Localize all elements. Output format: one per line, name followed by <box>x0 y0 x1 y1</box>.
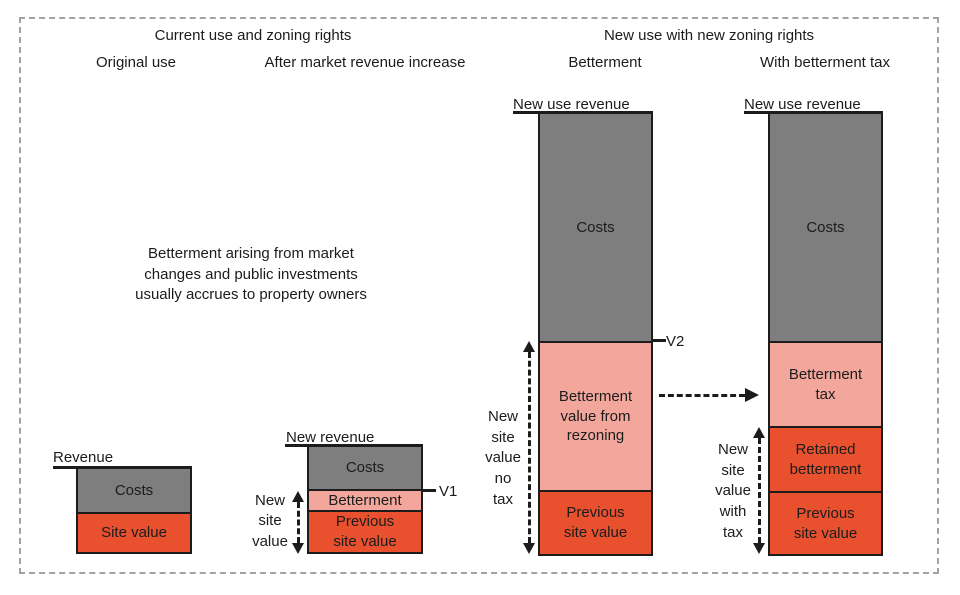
header-original-use: Original use <box>95 54 177 71</box>
arrow-up-icon <box>523 341 535 352</box>
new-site-value-arrow-icon <box>292 491 304 554</box>
revenue-line-market-increase <box>285 444 423 447</box>
arrow-shaft <box>757 438 761 543</box>
revenue-label-market-increase: New revenue <box>286 429 375 446</box>
new-site-value-no-tax-arrow-icon <box>523 341 535 554</box>
arrow-shaft <box>659 393 745 397</box>
header-betterment: Betterment <box>568 54 642 71</box>
revenue-label-original: Revenue <box>53 449 114 466</box>
segment-previous-site-value: Previous site value <box>770 491 881 554</box>
header-with-betterment-tax: With betterment tax <box>759 54 891 71</box>
v1-label: V1 <box>439 483 458 500</box>
v2-tick <box>653 339 666 342</box>
segment-costs: Costs <box>309 447 421 490</box>
revenue-line-with-tax <box>744 111 883 114</box>
arrow-down-icon <box>753 543 765 554</box>
header-current-use-group: Current use and zoning rights <box>154 27 352 44</box>
bar-betterment-with-tax: Costs Betterment tax Retained betterment… <box>768 114 883 556</box>
segment-betterment-tax: Betterment tax <box>770 341 881 426</box>
arrow-shaft <box>296 502 300 543</box>
segment-costs: Costs <box>78 469 190 512</box>
side-label-new-site-value-with-tax: New site value with tax <box>715 441 751 541</box>
side-label-new-site-value-no-tax: New site value no tax <box>485 408 521 508</box>
segment-retained-betterment: Retained betterment <box>770 426 881 491</box>
revenue-line-original <box>53 466 192 469</box>
new-site-value-with-tax-arrow-icon <box>753 427 765 554</box>
bar-original-use: Costs Site value <box>76 469 192 554</box>
segment-betterment: Betterment <box>309 489 421 511</box>
segment-previous-site-value: Previous site value <box>540 490 651 554</box>
revenue-label-no-tax: New use revenue <box>513 96 630 113</box>
v2-label: V2 <box>666 333 685 350</box>
arrow-down-icon <box>292 543 304 554</box>
segment-betterment-value-from-rezoning: Betterment value from rezoning <box>540 341 651 490</box>
revenue-line-no-tax <box>513 111 653 114</box>
arrow-up-icon <box>753 427 765 438</box>
header-new-use-group: New use with new zoning rights <box>603 27 815 44</box>
revenue-label-with-tax: New use revenue <box>744 96 861 113</box>
header-after-market: After market revenue increase <box>264 54 466 71</box>
side-label-new-site-value: New site value <box>252 492 288 550</box>
segment-costs: Costs <box>770 114 881 341</box>
bar-market-increase: Costs Betterment Previous site value <box>307 447 423 554</box>
arrow-up-icon <box>292 491 304 502</box>
annotation-betterment-accrues: Betterment arising from market changes a… <box>135 245 367 304</box>
segment-costs: Costs <box>540 114 651 341</box>
segment-site-value: Site value <box>78 512 190 552</box>
arrow-down-icon <box>523 543 535 554</box>
arrow-right-icon <box>745 388 759 402</box>
v1-tick <box>423 489 436 492</box>
arrow-shaft <box>527 352 531 543</box>
diagram-dashed-border <box>19 17 939 574</box>
bar-betterment-no-tax: Costs Betterment value from rezoning Pre… <box>538 114 653 556</box>
betterment-transfer-arrow-icon <box>659 388 759 402</box>
segment-previous-site-value: Previous site value <box>309 510 421 552</box>
